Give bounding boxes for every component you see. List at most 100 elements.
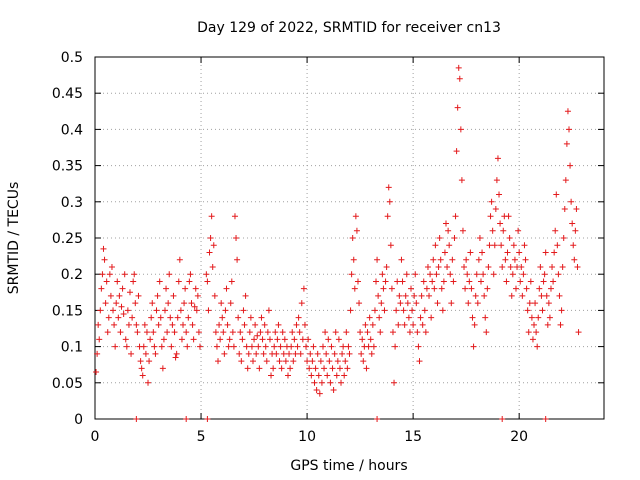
data-point [170, 292, 177, 299]
data-point [329, 365, 336, 372]
data-point [168, 343, 175, 350]
data-point [297, 350, 304, 357]
x-tick-labels: 0 5 10 15 20 [91, 429, 529, 445]
data-point [152, 350, 159, 357]
data-point [472, 292, 479, 299]
data-point [532, 300, 539, 307]
data-point [461, 263, 468, 270]
data-point [221, 350, 228, 357]
data-point [246, 329, 253, 336]
data-point [141, 321, 148, 328]
data-point [516, 249, 523, 256]
data-point [325, 336, 332, 343]
data-point [128, 350, 135, 357]
data-point [242, 292, 249, 299]
data-point [113, 300, 120, 307]
data-point [415, 343, 422, 350]
data-point [376, 314, 383, 321]
data-point [172, 354, 179, 361]
data-point [292, 350, 299, 357]
data-point [384, 213, 391, 220]
data-point [260, 350, 267, 357]
data-point [334, 358, 341, 365]
data-point [312, 365, 319, 372]
data-point [541, 271, 548, 278]
data-points [93, 64, 582, 422]
data-point [342, 358, 349, 365]
data-point [100, 245, 107, 252]
data-point [569, 220, 576, 227]
data-point [215, 358, 222, 365]
data-point [406, 329, 413, 336]
data-point [546, 314, 553, 321]
data-point [305, 336, 312, 343]
data-point [497, 220, 504, 227]
data-point [562, 177, 569, 184]
data-point [254, 332, 261, 339]
data-point [176, 256, 183, 263]
data-point [354, 278, 361, 285]
data-point [564, 108, 571, 115]
data-point [255, 343, 262, 350]
data-point [335, 336, 342, 343]
data-point [498, 242, 505, 249]
data-point [573, 206, 580, 213]
data-point [125, 321, 132, 328]
data-point [385, 184, 392, 191]
data-point [208, 213, 215, 220]
data-point [383, 263, 390, 270]
data-point [209, 263, 216, 270]
data-point [490, 271, 497, 278]
data-point [554, 242, 561, 249]
data-point [473, 271, 480, 278]
data-point [559, 263, 566, 270]
data-point [133, 416, 140, 422]
data-point [236, 350, 243, 357]
data-point [367, 336, 374, 343]
data-point [178, 336, 185, 343]
data-point [148, 314, 155, 321]
data-point [405, 314, 412, 321]
data-point [262, 343, 269, 350]
data-point [173, 350, 180, 357]
data-point [480, 271, 487, 278]
data-point [294, 343, 301, 350]
data-point [436, 235, 443, 241]
data-point [374, 256, 381, 263]
data-point [535, 314, 542, 321]
data-point [192, 285, 199, 292]
data-point [366, 314, 373, 321]
y-tick-label: 0.5 [61, 50, 83, 66]
data-point [174, 314, 181, 321]
data-point [552, 227, 559, 234]
data-point [146, 358, 153, 365]
data-point [177, 307, 184, 314]
data-point [389, 329, 396, 336]
data-point [413, 300, 420, 307]
data-point [301, 321, 308, 328]
data-point [494, 155, 501, 162]
data-point [553, 191, 560, 198]
data-point [517, 278, 524, 285]
data-point [456, 75, 463, 82]
data-point [441, 249, 448, 256]
data-point [331, 350, 338, 357]
data-point [204, 416, 211, 422]
data-point [308, 372, 315, 379]
data-point [423, 285, 430, 292]
data-point [379, 271, 386, 278]
data-point [97, 307, 104, 314]
data-point [282, 358, 289, 365]
data-point [555, 271, 562, 278]
data-point [321, 365, 328, 372]
data-point [210, 242, 217, 249]
data-point [467, 249, 474, 256]
data-point [364, 329, 371, 336]
data-point [231, 213, 238, 220]
data-point [120, 311, 127, 318]
data-point [223, 285, 230, 292]
data-point [241, 321, 248, 328]
data-point [324, 372, 331, 379]
data-point [540, 278, 547, 285]
data-point [277, 343, 284, 350]
